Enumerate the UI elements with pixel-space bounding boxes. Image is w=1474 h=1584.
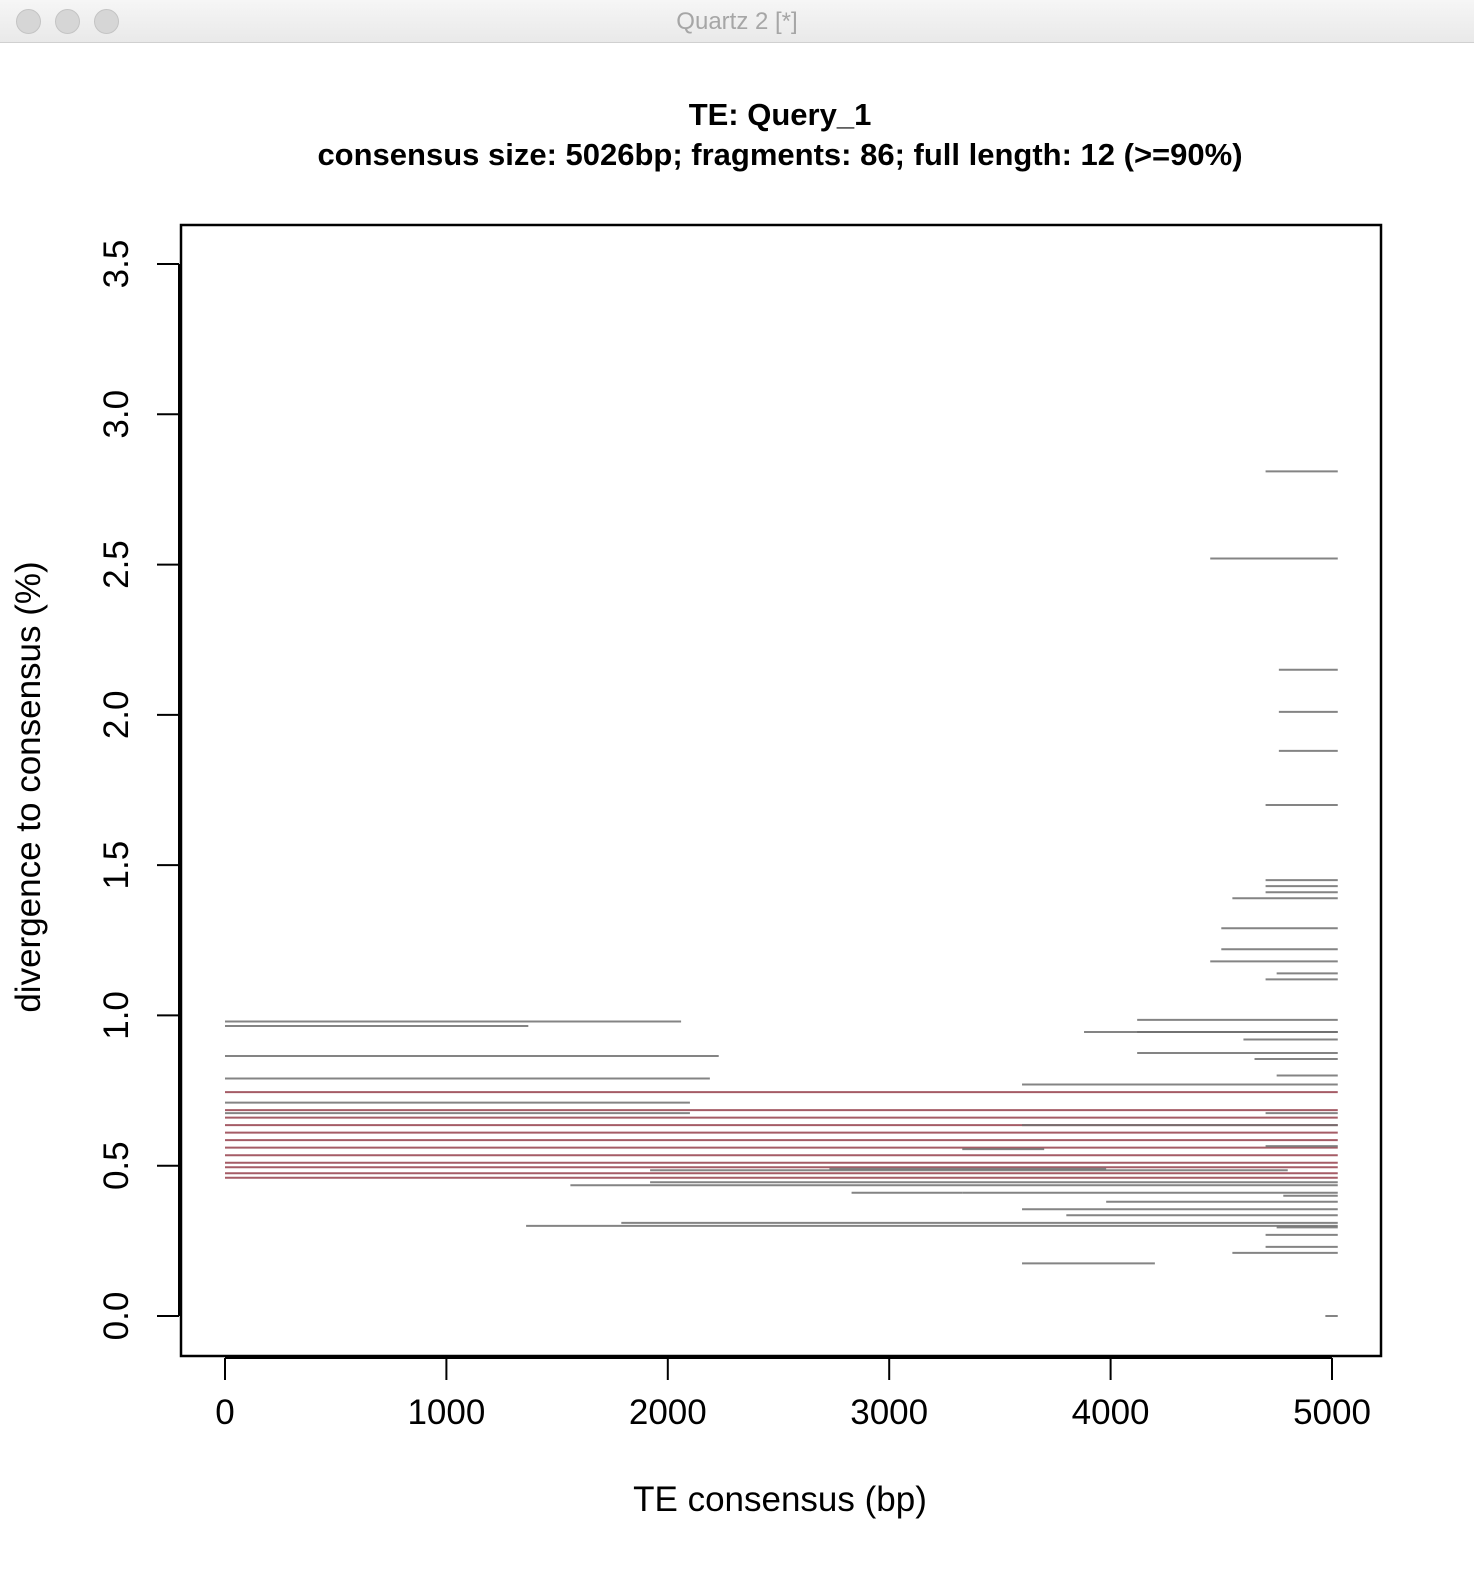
y-tick-label: 0.5 bbox=[97, 1141, 136, 1190]
chart-subtitle: consensus size: 5026bp; fragments: 86; f… bbox=[317, 137, 1242, 172]
x-tick-label: 3000 bbox=[850, 1393, 928, 1432]
y-tick-label: 3.5 bbox=[97, 240, 136, 289]
chart-canvas: TE: Query_1 consensus size: 5026bp; frag… bbox=[9, 97, 1383, 1519]
x-tick-label: 4000 bbox=[1072, 1393, 1150, 1432]
minimize-button[interactable] bbox=[55, 9, 80, 34]
chart-title: TE: Query_1 bbox=[689, 97, 872, 132]
window-title: Quartz 2 [*] bbox=[676, 8, 798, 35]
x-tick-label: 0 bbox=[215, 1393, 234, 1432]
y-axis-label: divergence to consensus (%) bbox=[9, 561, 48, 1012]
y-tick-label: 3.0 bbox=[97, 390, 136, 439]
x-tick-label: 5000 bbox=[1293, 1393, 1371, 1432]
y-tick-label: 1.5 bbox=[97, 841, 136, 890]
y-tick-label: 2.0 bbox=[97, 691, 136, 740]
plot-frame bbox=[179, 223, 1383, 1358]
x-tick-label: 2000 bbox=[629, 1393, 707, 1432]
data-segments bbox=[225, 470, 1338, 1317]
x-tick-label: 1000 bbox=[407, 1393, 485, 1432]
y-tick-label: 2.5 bbox=[97, 540, 136, 589]
window-titlebar: Quartz 2 [*] bbox=[0, 0, 1474, 43]
x-axis-label: TE consensus (bp) bbox=[633, 1480, 927, 1519]
axis-ticks: 0 1000 2000 3000 4000 5000 0.0 0.5 1.0 1.5 2.0 2.5 3… bbox=[97, 240, 1371, 1432]
close-button[interactable] bbox=[16, 9, 41, 34]
y-tick-label: 0.0 bbox=[97, 1292, 136, 1341]
zoom-button[interactable] bbox=[94, 9, 119, 34]
y-tick-label: 1.0 bbox=[97, 991, 136, 1040]
